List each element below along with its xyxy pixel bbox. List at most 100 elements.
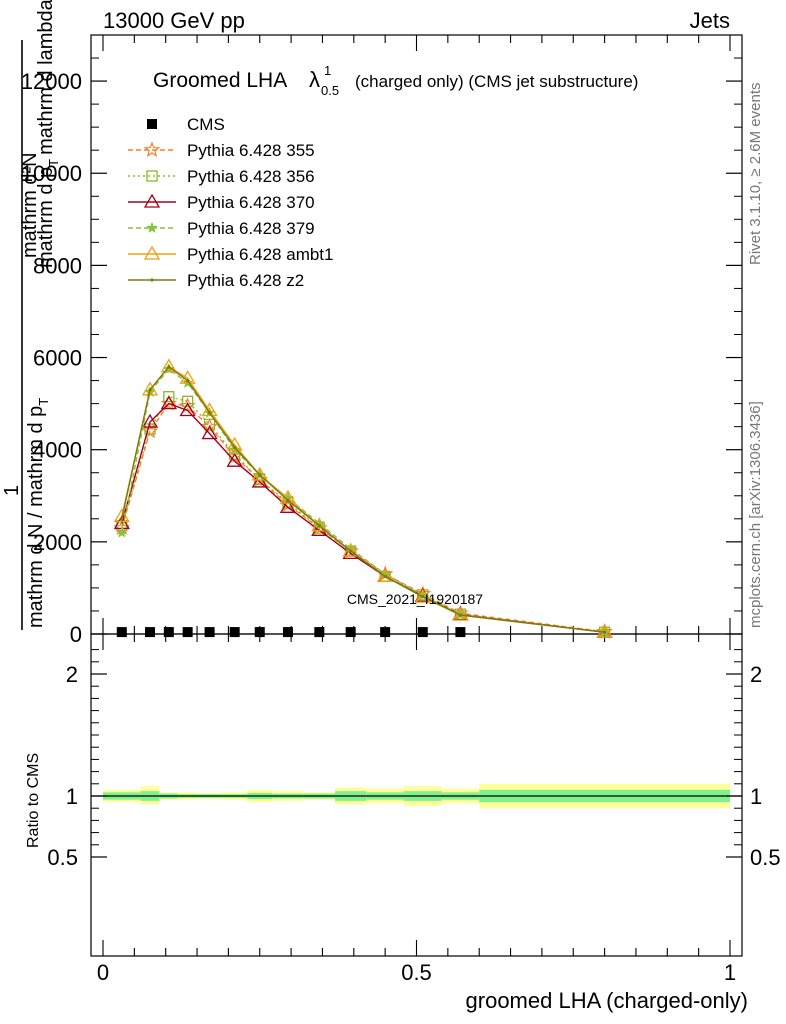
ratio-ticks bbox=[91, 634, 742, 956]
data-point bbox=[345, 627, 356, 638]
data-point bbox=[201, 402, 218, 417]
main-y-tick-labels: 0 2000 4000 6000 8000 10000 12000 bbox=[21, 69, 82, 647]
data-point bbox=[455, 627, 466, 638]
ylabel-top-1: mathrm d²N bbox=[19, 152, 41, 258]
y-tick-label: 0 bbox=[70, 622, 82, 647]
y-tick-label: 12000 bbox=[21, 69, 82, 94]
legend-label: CMS bbox=[187, 115, 225, 134]
legend-item: Pythia 6.428 355 bbox=[128, 141, 315, 160]
title-sup: 1 bbox=[324, 63, 331, 78]
legend-label: Pythia 6.428 356 bbox=[187, 167, 315, 186]
ratio-y-label: Ratio to CMS bbox=[25, 753, 42, 848]
x-tick-label: 0 bbox=[97, 960, 109, 985]
ratio-y-tick-label-right: 0.5 bbox=[750, 845, 781, 870]
data-point bbox=[141, 413, 159, 428]
data-point bbox=[603, 630, 607, 634]
ylabel-top-2: mathrm d pTmathrm d lambda bbox=[35, 0, 61, 268]
data-point bbox=[254, 627, 265, 638]
data-point bbox=[258, 473, 262, 477]
data-point bbox=[251, 473, 268, 488]
x-tick-labels: 0 0.5 1 bbox=[97, 960, 736, 985]
data-point bbox=[181, 376, 194, 388]
data-point bbox=[226, 436, 243, 451]
legend-label: Pythia 6.428 z2 bbox=[187, 271, 304, 290]
ylabel-one: 1 bbox=[1, 485, 23, 496]
data-point bbox=[458, 613, 462, 617]
legend-item: Pythia 6.428 379 bbox=[128, 219, 315, 238]
side-text-top: Rivet 3.1.10, ≥ 2.6M events bbox=[747, 83, 764, 266]
side-text-bottom: mcplots.cern.ch [arXiv:1306.3436] bbox=[747, 401, 764, 628]
data-point bbox=[229, 627, 240, 638]
data-point bbox=[120, 517, 124, 521]
data-point bbox=[314, 627, 325, 638]
data-point bbox=[203, 418, 216, 431]
series-pythia-6-428-z2 bbox=[120, 365, 607, 634]
y-tick-label: 8000 bbox=[33, 253, 82, 278]
data-point bbox=[226, 452, 243, 467]
data-point bbox=[181, 395, 194, 407]
y-tick-label: 6000 bbox=[33, 346, 82, 371]
y-tick-label: 2000 bbox=[33, 530, 82, 555]
data-point bbox=[141, 381, 159, 396]
watermark: CMS_2021_I1920187 bbox=[347, 591, 483, 607]
y-tick-label: 4000 bbox=[33, 438, 82, 463]
legend-item: Pythia 6.428 370 bbox=[128, 193, 315, 212]
header-right: Jets bbox=[690, 8, 730, 33]
data-point bbox=[204, 627, 215, 638]
data-point bbox=[143, 141, 161, 158]
data-point bbox=[279, 498, 297, 513]
data-point bbox=[207, 411, 212, 415]
ylabel-bottom: mathrm d N / mathrm d pT bbox=[25, 398, 51, 628]
data-point bbox=[233, 445, 237, 449]
data-point bbox=[146, 221, 158, 233]
data-point bbox=[380, 627, 391, 638]
x-tick-label: 0.5 bbox=[401, 960, 432, 985]
data-point bbox=[251, 466, 268, 481]
data-point bbox=[160, 395, 177, 410]
series-line bbox=[121, 395, 605, 633]
x-tick-label: 1 bbox=[724, 960, 736, 985]
ratio-y-tick-label: 2 bbox=[66, 662, 78, 687]
data-point bbox=[150, 278, 154, 282]
title-lambda: λ bbox=[309, 67, 320, 92]
ratio-y-tick-label: 0.5 bbox=[47, 845, 78, 870]
data-point bbox=[145, 627, 156, 638]
series-group bbox=[113, 358, 613, 639]
data-point bbox=[342, 545, 359, 560]
data-point bbox=[147, 119, 157, 129]
data-point bbox=[116, 627, 127, 638]
legend-label: Pythia 6.428 ambt1 bbox=[187, 245, 333, 264]
data-point bbox=[186, 378, 190, 383]
data-point bbox=[311, 517, 328, 532]
ratio-y-tick-label-right: 1 bbox=[750, 784, 762, 809]
legend-item: Pythia 6.428 ambt1 bbox=[128, 245, 333, 264]
title-sub: 0.5 bbox=[321, 83, 339, 98]
data-point bbox=[201, 425, 218, 440]
series-cms bbox=[116, 627, 466, 638]
legend-item: Pythia 6.428 356 bbox=[128, 167, 315, 186]
header-left: 13000 GeV pp bbox=[103, 8, 245, 33]
legend-label: Pythia 6.428 355 bbox=[187, 141, 315, 160]
data-point bbox=[282, 627, 293, 638]
plot-title: Groomed LHA λ 1 0.5 (charged only) (CMS … bbox=[153, 63, 638, 98]
data-point bbox=[113, 508, 130, 523]
data-point bbox=[414, 588, 431, 603]
data-point bbox=[228, 443, 241, 455]
legend: CMS Pythia 6.428 355 Pythia 6.428 356 Pythi… bbox=[128, 115, 333, 290]
data-point bbox=[179, 402, 196, 417]
data-point bbox=[182, 627, 193, 638]
ratio-y-tick-label: 1 bbox=[66, 784, 78, 809]
x-axis-label: groomed LHA (charged-only) bbox=[466, 988, 748, 1013]
data-point bbox=[148, 388, 152, 392]
legend-label: Pythia 6.428 370 bbox=[187, 193, 315, 212]
data-point bbox=[163, 391, 175, 403]
legend-label: Pythia 6.428 379 bbox=[187, 219, 315, 238]
data-point bbox=[383, 574, 387, 579]
data-point bbox=[349, 549, 353, 553]
data-point bbox=[146, 170, 158, 182]
data-point bbox=[163, 627, 174, 638]
data-point bbox=[143, 193, 161, 208]
data-point bbox=[160, 358, 177, 373]
title-rest: (charged only) (CMS jet substructure) bbox=[355, 72, 638, 91]
